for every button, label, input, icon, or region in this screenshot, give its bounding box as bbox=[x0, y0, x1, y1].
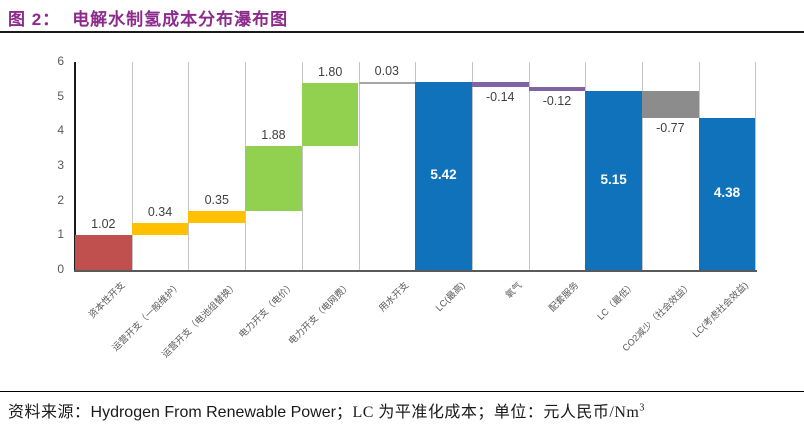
waterfall-bar bbox=[131, 222, 189, 235]
figure-number: 图 2： bbox=[8, 10, 61, 29]
bar-value-label: 0.34 bbox=[147, 204, 173, 219]
column-separator bbox=[642, 62, 643, 270]
source-name: Hydrogen From Renewable Power bbox=[90, 404, 336, 421]
bar-value-label: 1.80 bbox=[317, 65, 343, 80]
source-note: 资料来源：Hydrogen From Renewable Power；LC 为平… bbox=[8, 398, 645, 422]
waterfall-bar bbox=[471, 82, 529, 87]
column-separator bbox=[131, 62, 133, 270]
waterfall-bar bbox=[528, 86, 586, 92]
y-tick-label: 5 bbox=[57, 88, 64, 103]
bar-value-label: -0.14 bbox=[485, 89, 515, 104]
waterfall-bar bbox=[415, 82, 472, 270]
column-separator bbox=[188, 62, 190, 270]
column-separator bbox=[528, 62, 530, 270]
bar-value-label: 1.88 bbox=[261, 127, 286, 142]
waterfall-bar bbox=[698, 118, 756, 270]
y-tick-label: 4 bbox=[57, 123, 64, 138]
waterfall-bar bbox=[75, 234, 132, 270]
category-label: LC（最低） bbox=[595, 280, 637, 322]
category-label: 氧气 bbox=[503, 280, 524, 301]
waterfall-bar bbox=[188, 210, 246, 223]
figure-title: 图 2： 电解水制氢成本分布瀑布图 bbox=[8, 5, 288, 30]
bar-value-label: -0.12 bbox=[542, 94, 572, 109]
waterfall-bar bbox=[301, 83, 359, 146]
category-label: 电力开支（电价） bbox=[236, 280, 297, 340]
y-tick-label: 6 bbox=[57, 54, 64, 68]
bar-value-label: -0.77 bbox=[656, 121, 685, 136]
bar-value-label: 0.03 bbox=[374, 64, 400, 79]
column-separator bbox=[358, 62, 360, 270]
title-divider bbox=[0, 31, 804, 33]
waterfall-bar bbox=[585, 91, 642, 270]
waterfall-bar bbox=[358, 82, 416, 84]
x-axis-line bbox=[74, 270, 758, 272]
category-label: LC(最高) bbox=[433, 280, 467, 314]
figure-name: 电解水制氢成本分布瀑布图 bbox=[72, 10, 289, 29]
unit-superscript: 3 bbox=[639, 402, 645, 414]
bar-value-label: 5.15 bbox=[600, 171, 627, 187]
source-label: 资料来源： bbox=[8, 404, 91, 421]
bar-value-label: 4.38 bbox=[713, 185, 741, 201]
column-separator bbox=[755, 62, 757, 270]
y-tick-label: 0 bbox=[57, 262, 64, 276]
bar-value-label: 0.35 bbox=[204, 192, 229, 207]
category-label: 配套服务 bbox=[546, 280, 581, 314]
bar-value-label: 5.42 bbox=[430, 167, 457, 183]
category-label: LC(考虑社会效益) bbox=[690, 280, 751, 340]
y-tick-label: 2 bbox=[57, 192, 64, 207]
category-label: 用水开支 bbox=[376, 280, 411, 314]
waterfall-bar bbox=[642, 91, 699, 119]
y-tick-label: 1 bbox=[57, 227, 64, 242]
column-separator bbox=[471, 62, 473, 270]
category-label: 资本性开支 bbox=[86, 280, 127, 321]
waterfall-bar bbox=[245, 145, 302, 211]
column-separator bbox=[301, 62, 303, 270]
y-tick-label: 3 bbox=[57, 158, 64, 172]
y-axis-line bbox=[74, 62, 76, 270]
source-notes: ；LC 为平准化成本；单位：元人民币/Nm bbox=[335, 404, 640, 421]
footer-divider bbox=[0, 391, 804, 392]
bar-value-label: 1.02 bbox=[91, 216, 116, 231]
